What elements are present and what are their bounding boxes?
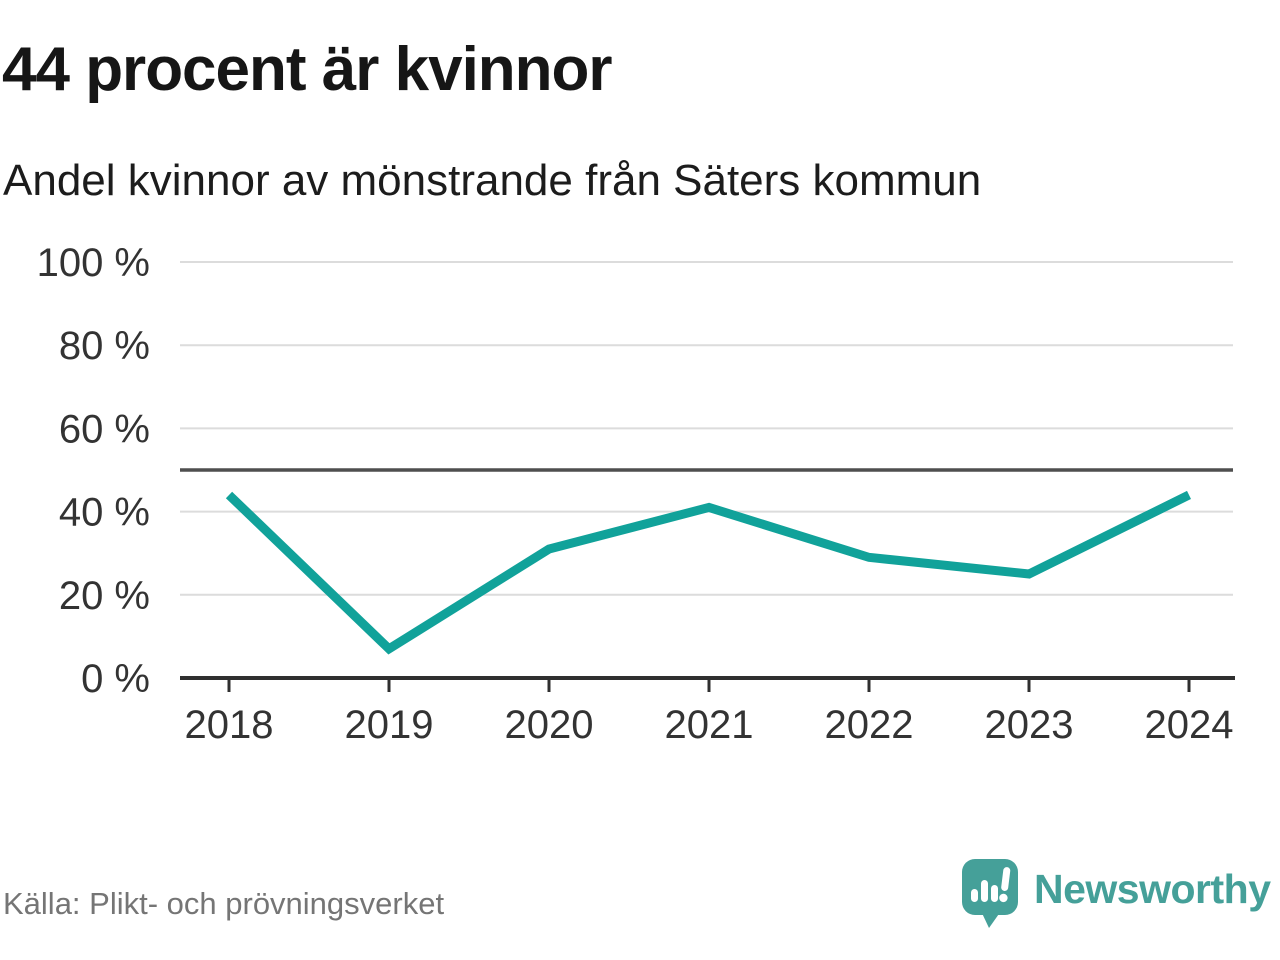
chart-title: 44 procent är kvinnor — [2, 35, 613, 104]
x-tick-label: 2019 — [345, 703, 434, 747]
x-tick-label: 2020 — [505, 703, 594, 747]
x-tick-label: 2022 — [825, 703, 914, 747]
source-caption: Källa: Plikt- och prövningsverket — [3, 886, 445, 921]
data-line — [225, 490, 1191, 655]
newsworthy-wordmark: Newsworthy — [1034, 865, 1271, 912]
y-tick-label: 60 % — [59, 407, 150, 451]
y-tick-label: 40 % — [59, 491, 150, 535]
x-tick-label: 2024 — [1145, 703, 1234, 747]
x-tick-label: 2018 — [185, 703, 274, 747]
line-chart: 0 % 20 % 40 % 60 % 80 % 100 % 2018 2019 2020 2021… — [37, 241, 1235, 747]
x-tick-label: 2021 — [665, 703, 754, 747]
y-tick-label: 100 % — [37, 241, 150, 285]
y-tick-label: 20 % — [59, 574, 150, 618]
newsworthy-logo: Newsworthy — [960, 856, 1271, 930]
newsworthy-bubble-chart-icon — [962, 859, 1018, 928]
x-tick-label: 2023 — [985, 703, 1074, 747]
y-tick-label: 80 % — [59, 324, 150, 368]
chart-subtitle: Andel kvinnor av mönstrande från Säters … — [3, 156, 982, 205]
y-tick-label: 0 % — [81, 657, 150, 701]
chart-area: 0 % 20 % 40 % 60 % 80 % 100 % 2018 2019 2020 2021… — [0, 240, 1280, 770]
